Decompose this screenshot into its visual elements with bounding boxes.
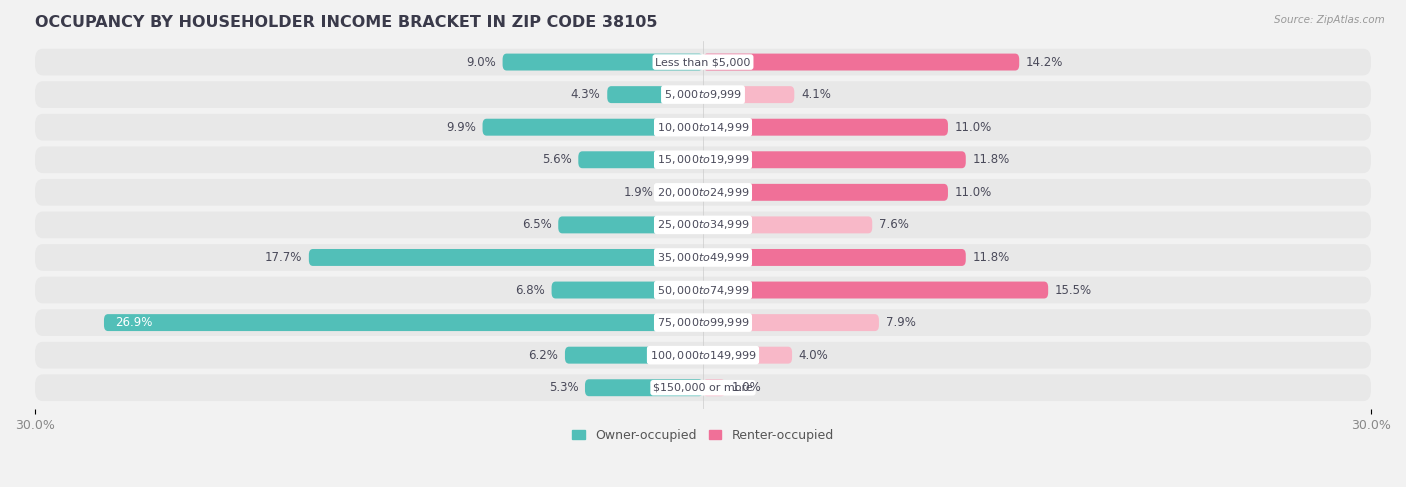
FancyBboxPatch shape bbox=[578, 151, 703, 168]
FancyBboxPatch shape bbox=[703, 184, 948, 201]
Text: 26.9%: 26.9% bbox=[115, 316, 152, 329]
FancyBboxPatch shape bbox=[35, 309, 1371, 336]
Text: 11.0%: 11.0% bbox=[955, 186, 991, 199]
FancyBboxPatch shape bbox=[551, 281, 703, 299]
FancyBboxPatch shape bbox=[35, 147, 1371, 173]
Text: 17.7%: 17.7% bbox=[264, 251, 302, 264]
Text: Less than $5,000: Less than $5,000 bbox=[655, 57, 751, 67]
Legend: Owner-occupied, Renter-occupied: Owner-occupied, Renter-occupied bbox=[568, 424, 838, 447]
FancyBboxPatch shape bbox=[35, 81, 1371, 108]
Text: 6.2%: 6.2% bbox=[529, 349, 558, 362]
Text: $100,000 to $149,999: $100,000 to $149,999 bbox=[650, 349, 756, 362]
Text: 7.9%: 7.9% bbox=[886, 316, 915, 329]
Text: $50,000 to $74,999: $50,000 to $74,999 bbox=[657, 283, 749, 297]
Text: 11.8%: 11.8% bbox=[973, 251, 1010, 264]
FancyBboxPatch shape bbox=[585, 379, 703, 396]
FancyBboxPatch shape bbox=[35, 49, 1371, 75]
Text: 5.3%: 5.3% bbox=[548, 381, 578, 394]
Text: 5.6%: 5.6% bbox=[541, 153, 572, 166]
FancyBboxPatch shape bbox=[703, 281, 1047, 299]
FancyBboxPatch shape bbox=[703, 314, 879, 331]
Text: 1.9%: 1.9% bbox=[624, 186, 654, 199]
FancyBboxPatch shape bbox=[607, 86, 703, 103]
Text: 4.3%: 4.3% bbox=[571, 88, 600, 101]
FancyBboxPatch shape bbox=[35, 342, 1371, 369]
FancyBboxPatch shape bbox=[35, 114, 1371, 141]
Text: 6.8%: 6.8% bbox=[515, 283, 546, 297]
Text: $35,000 to $49,999: $35,000 to $49,999 bbox=[657, 251, 749, 264]
Text: 4.1%: 4.1% bbox=[801, 88, 831, 101]
Text: 11.0%: 11.0% bbox=[955, 121, 991, 134]
Text: 7.6%: 7.6% bbox=[879, 218, 908, 231]
Text: 11.8%: 11.8% bbox=[973, 153, 1010, 166]
Text: 4.0%: 4.0% bbox=[799, 349, 828, 362]
Text: 9.0%: 9.0% bbox=[467, 56, 496, 69]
Text: $5,000 to $9,999: $5,000 to $9,999 bbox=[664, 88, 742, 101]
FancyBboxPatch shape bbox=[35, 179, 1371, 206]
Text: $150,000 or more: $150,000 or more bbox=[654, 383, 752, 393]
Text: $20,000 to $24,999: $20,000 to $24,999 bbox=[657, 186, 749, 199]
FancyBboxPatch shape bbox=[703, 54, 1019, 71]
FancyBboxPatch shape bbox=[502, 54, 703, 71]
Text: 14.2%: 14.2% bbox=[1026, 56, 1063, 69]
Text: 6.5%: 6.5% bbox=[522, 218, 551, 231]
FancyBboxPatch shape bbox=[35, 277, 1371, 303]
FancyBboxPatch shape bbox=[703, 151, 966, 168]
Text: 15.5%: 15.5% bbox=[1054, 283, 1092, 297]
Text: 1.0%: 1.0% bbox=[733, 381, 762, 394]
Text: 9.9%: 9.9% bbox=[446, 121, 475, 134]
Text: $25,000 to $34,999: $25,000 to $34,999 bbox=[657, 218, 749, 231]
FancyBboxPatch shape bbox=[703, 119, 948, 136]
Text: $10,000 to $14,999: $10,000 to $14,999 bbox=[657, 121, 749, 134]
FancyBboxPatch shape bbox=[35, 244, 1371, 271]
FancyBboxPatch shape bbox=[703, 86, 794, 103]
FancyBboxPatch shape bbox=[661, 184, 703, 201]
FancyBboxPatch shape bbox=[703, 249, 966, 266]
FancyBboxPatch shape bbox=[35, 375, 1371, 401]
FancyBboxPatch shape bbox=[35, 211, 1371, 238]
Text: OCCUPANCY BY HOUSEHOLDER INCOME BRACKET IN ZIP CODE 38105: OCCUPANCY BY HOUSEHOLDER INCOME BRACKET … bbox=[35, 15, 658, 30]
FancyBboxPatch shape bbox=[703, 347, 792, 364]
FancyBboxPatch shape bbox=[703, 379, 725, 396]
Text: $15,000 to $19,999: $15,000 to $19,999 bbox=[657, 153, 749, 166]
Text: $75,000 to $99,999: $75,000 to $99,999 bbox=[657, 316, 749, 329]
FancyBboxPatch shape bbox=[482, 119, 703, 136]
FancyBboxPatch shape bbox=[558, 216, 703, 233]
Text: Source: ZipAtlas.com: Source: ZipAtlas.com bbox=[1274, 15, 1385, 25]
FancyBboxPatch shape bbox=[565, 347, 703, 364]
FancyBboxPatch shape bbox=[309, 249, 703, 266]
FancyBboxPatch shape bbox=[703, 216, 872, 233]
FancyBboxPatch shape bbox=[104, 314, 703, 331]
